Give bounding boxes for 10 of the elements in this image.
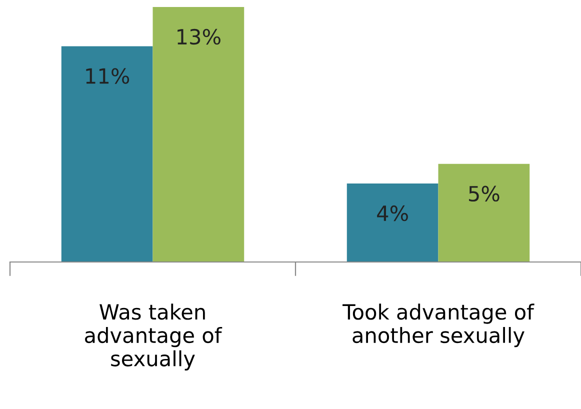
- data-label: 11%: [86, 68, 130, 84]
- bar: [152, 7, 244, 262]
- bar: [346, 184, 438, 262]
- x-tick-label: Took advantage of another sexually: [342, 304, 534, 348]
- data-label: 5%: [469, 186, 500, 202]
- data-label: 13%: [178, 28, 220, 45]
- bar: [438, 164, 530, 262]
- bar: [61, 46, 153, 262]
- x-tick-label: Was taken advantage of sexually: [85, 304, 222, 370]
- data-label: 4%: [377, 205, 408, 222]
